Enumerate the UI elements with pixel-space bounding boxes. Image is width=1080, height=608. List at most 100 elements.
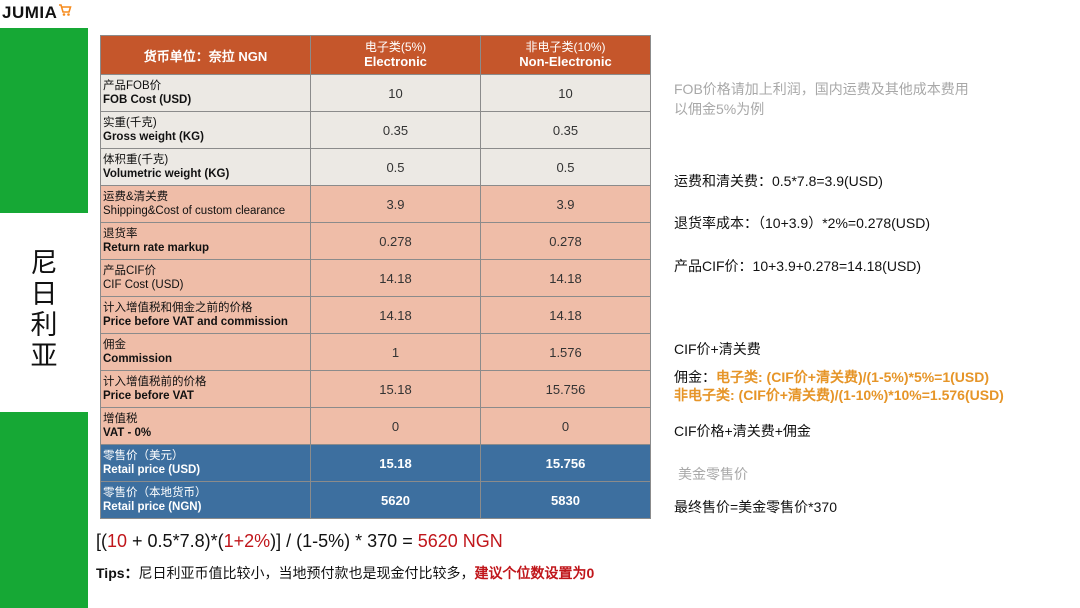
- electronic-value: 0.278: [310, 222, 481, 260]
- electronic-value: 5620: [310, 481, 481, 519]
- row-label-cn: 计入增值税和佣金之前的价格: [103, 302, 253, 314]
- commission-label: 佣金：: [674, 369, 716, 385]
- non-electronic-value: 0: [480, 407, 651, 445]
- cart-icon: [59, 4, 72, 16]
- non-electronic-value: 15.756: [480, 444, 651, 482]
- currency-unit-header: 货币单位：奈拉 NGN: [100, 35, 311, 75]
- row-label-cn: 产品CIF价: [103, 265, 157, 277]
- non-electronic-value: 0.5: [480, 148, 651, 186]
- row-label-en: Return rate markup: [103, 242, 210, 254]
- table-row-shipping: 运费&清关费 Shipping&Cost of custom clearance …: [100, 185, 651, 223]
- formula-part: [(: [96, 531, 107, 551]
- non-electronic-value: 14.18: [480, 296, 651, 334]
- table-row-commission: 佣金 Commission 1 1.576: [100, 333, 651, 371]
- row-label: 零售价（美元） Retail price (USD): [100, 444, 311, 482]
- tips-text: Tips：尼日利亚币值比较小，当地预付款也是现金付比较多，建议个位数设置为0: [96, 563, 594, 583]
- fob-note: FOB价格请加上利润，国内运费及其他成本费用 以佣金5%为例: [674, 79, 969, 119]
- row-label: 零售价（本地货币） Retail price (NGN): [100, 481, 311, 519]
- row-label-cn: 零售价（美元）: [103, 450, 184, 462]
- row-label: 退货率 Return rate markup: [100, 222, 311, 260]
- non-electronic-value: 14.18: [480, 259, 651, 297]
- row-label-cn: 佣金: [103, 339, 126, 351]
- tips-lead: Tips：: [96, 565, 139, 581]
- row-label: 计入增值税和佣金之前的价格 Price before VAT and commis…: [100, 296, 311, 334]
- jumia-logo: JUMIA: [2, 2, 72, 24]
- row-label-en: Retail price (USD): [103, 464, 201, 476]
- usd-retail-note: 美金零售价: [678, 466, 748, 482]
- table-row-price-before-vat-commission: 计入增值税和佣金之前的价格 Price before VAT and commis…: [100, 296, 651, 334]
- electronic-value: 1: [310, 333, 481, 371]
- row-label: 产品FOB价 FOB Cost (USD): [100, 74, 311, 112]
- country-name: 尼 日 利 亚: [26, 248, 62, 372]
- row-label: 增值税 VAT - 0%: [100, 407, 311, 445]
- country-char: 亚: [30, 341, 58, 372]
- electronic-value: 3.9: [310, 185, 481, 223]
- row-label-en: Gross weight (KG): [103, 131, 204, 143]
- row-label: 计入增值税前的价格 Price before VAT: [100, 370, 311, 408]
- column-header-en: Non-Electronic: [519, 54, 612, 69]
- formula-part: )] / (1-5%) * 370 =: [270, 531, 418, 551]
- electronic-value: 0.35: [310, 111, 481, 149]
- row-label-cn: 计入增值税前的价格: [103, 376, 207, 388]
- country-char: 尼: [30, 248, 58, 279]
- commission-electronic: 电子类: (CIF价+清关费)/(1-5%)*5%=1(USD): [716, 369, 990, 385]
- cif-plus-note: CIF价+清关费: [674, 341, 761, 357]
- electronic-value: 15.18: [310, 444, 481, 482]
- non-electronic-value: 0.35: [480, 111, 651, 149]
- commission-non-electronic: 非电子类: (CIF价+清关费)/(1-10%)*10%=1.576(USD): [674, 387, 1004, 403]
- non-electronic-value: 15.756: [480, 370, 651, 408]
- green-side-bar-bottom: [0, 412, 88, 608]
- pricing-table: 货币单位：奈拉 NGN 电子类(5%) Electronic 非电子类(10%)…: [100, 35, 651, 519]
- row-label-cn: 实重(千克): [103, 117, 157, 129]
- non-electronic-column-header: 非电子类(10%) Non-Electronic: [480, 35, 651, 75]
- return-note: 退货率成本：（10+3.9）*2%=0.278(USD): [674, 215, 930, 231]
- table-row-return-rate: 退货率 Return rate markup 0.278 0.278: [100, 222, 651, 260]
- table-row-vat: 增值税 VAT - 0% 0 0: [100, 407, 651, 445]
- row-label-en: Shipping&Cost of custom clearance: [103, 205, 286, 217]
- country-char: 日: [30, 279, 58, 310]
- cif-note: 产品CIF价：10+3.9+0.278=14.18(USD): [674, 258, 922, 274]
- table-row-price-before-vat: 计入增值税前的价格 Price before VAT 15.18 15.756: [100, 370, 651, 408]
- table-row-cif-cost: 产品CIF价 CIF Cost (USD) 14.18 14.18: [100, 259, 651, 297]
- column-header-en: Electronic: [364, 54, 427, 69]
- cif-total-note: CIF价格+清关费+佣金: [674, 423, 811, 439]
- table-row-retail-usd: 零售价（美元） Retail price (USD) 15.18 15.756: [100, 444, 651, 482]
- shipping-note: 运费和清关费：0.5*7.8=3.9(USD): [674, 173, 883, 189]
- column-header-cn: 电子类(5%): [364, 40, 427, 54]
- non-electronic-value: 10: [480, 74, 651, 112]
- row-label-en: CIF Cost (USD): [103, 279, 184, 291]
- electronic-column-header: 电子类(5%) Electronic: [310, 35, 481, 75]
- commission-note: 佣金：电子类: (CIF价+清关费)/(1-5%)*5%=1(USD) 非电子类…: [674, 368, 1004, 404]
- row-label: 体积重(千克) Volumetric weight (KG): [100, 148, 311, 186]
- tips-highlight: 建议个位数设置为0: [474, 565, 595, 581]
- row-label-cn: 增值税: [103, 413, 138, 425]
- fob-note-line: FOB价格请加上利润，国内运费及其他成本费用: [674, 81, 969, 97]
- ngn-price-formula: [(10 + 0.5*7.8)*(1+2%)] / (1-5%) * 370 =…: [96, 531, 503, 552]
- formula-highlight: 1+2%: [223, 531, 271, 551]
- country-char: 利: [30, 310, 58, 341]
- green-side-bar-top: [0, 28, 88, 213]
- row-label-en: FOB Cost (USD): [103, 94, 192, 106]
- electronic-value: 10: [310, 74, 481, 112]
- row-label-cn: 体积重(千克): [103, 154, 169, 166]
- table-row-fob-cost: 产品FOB价 FOB Cost (USD) 10 10: [100, 74, 651, 112]
- tips-body: 尼日利亚币值比较小，当地预付款也是现金付比较多，: [138, 565, 475, 581]
- non-electronic-value: 0.278: [480, 222, 651, 260]
- row-label-en: Price before VAT and commission: [103, 316, 288, 328]
- logo-text: JUMIA: [2, 3, 58, 22]
- row-label-cn: 退货率: [103, 228, 138, 240]
- fob-note-line: 以佣金5%为例: [674, 101, 765, 117]
- formula-result: 5620 NGN: [417, 531, 503, 551]
- electronic-value: 15.18: [310, 370, 481, 408]
- row-label: 实重(千克) Gross weight (KG): [100, 111, 311, 149]
- row-label-en: Retail price (NGN): [103, 501, 202, 513]
- electronic-value: 14.18: [310, 296, 481, 334]
- formula-highlight: 10: [107, 531, 128, 551]
- row-label-en: VAT - 0%: [103, 427, 152, 439]
- row-label-cn: 零售价（本地货币）: [103, 487, 207, 499]
- non-electronic-value: 1.576: [480, 333, 651, 371]
- row-label-en: Volumetric weight (KG): [103, 168, 230, 180]
- final-price-note: 最终售价=美金零售价*370: [674, 499, 837, 515]
- row-label-en: Price before VAT: [103, 390, 194, 402]
- formula-part: + 0.5*7.8)*(: [127, 531, 224, 551]
